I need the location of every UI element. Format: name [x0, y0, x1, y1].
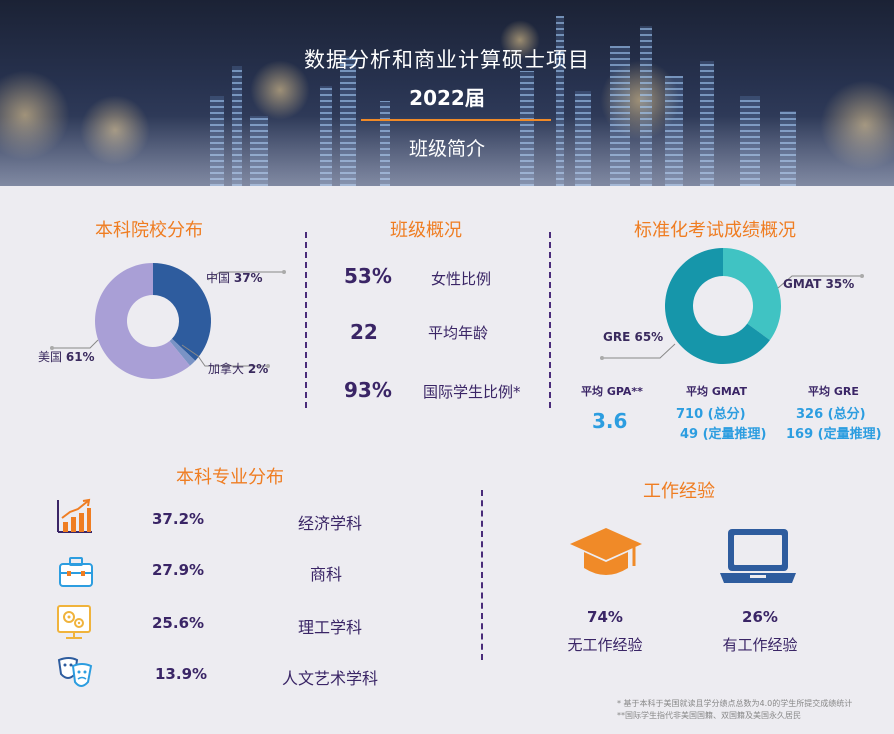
tests-heading: 标准化考试成绩概况 — [634, 220, 796, 241]
divider-2 — [549, 232, 551, 408]
major-econ-name: 经济学科 — [298, 514, 363, 533]
slice-GRE — [665, 248, 770, 364]
work-heading: 工作经验 — [643, 481, 715, 502]
major-humanities-name: 人文艺术学科 — [282, 669, 379, 688]
major-business-pct: 27.9% — [152, 561, 205, 579]
chart-growth-icon — [57, 498, 92, 533]
gmat-caption: 平均 GMAT — [686, 385, 747, 398]
majors-heading: 本科专业分布 — [176, 467, 284, 488]
leader-line-china — [207, 271, 284, 281]
theater-masks-icon — [57, 657, 93, 687]
legend-gmat: GMAT 35% — [783, 277, 855, 291]
no-work-pct: 74% — [587, 608, 623, 626]
gmat-total: 710 (总分) — [676, 407, 746, 422]
leader-line-gmat — [777, 275, 862, 289]
divider-1 — [305, 232, 307, 408]
intl-ratio-value: 93% — [344, 378, 392, 402]
gmat-quant: 49 (定量推理) — [680, 427, 767, 442]
gre-total: 326 (总分) — [796, 407, 866, 422]
legend-canada: 加拿大 2% — [208, 362, 269, 376]
schools-heading: 本科院校分布 — [95, 220, 203, 241]
major-econ-pct: 37.2% — [152, 510, 205, 528]
header-banner: 数据分析和商业计算硕士项目 2022届 班级简介 — [0, 0, 894, 186]
gpa-caption: 平均 GPA** — [581, 385, 643, 398]
major-stem-pct: 25.6% — [152, 614, 205, 632]
divider-3 — [481, 490, 483, 660]
graduation-cap-icon — [570, 528, 642, 575]
slice-加拿大 — [169, 338, 196, 366]
legend-gre: GRE 65% — [603, 330, 664, 344]
gears-monitor-icon — [57, 605, 91, 639]
average-age-value: 22 — [350, 320, 378, 344]
briefcase-icon — [59, 557, 93, 587]
laptop-icon — [720, 529, 796, 583]
page-title: 数据分析和商业计算硕士项目 — [304, 48, 590, 72]
female-ratio-value: 53% — [344, 264, 392, 288]
slice-中国 — [153, 263, 211, 361]
footnote-2: **国际学生指代非美国国籍、双国籍及美国永久居民 — [617, 711, 801, 720]
average-age-label: 平均年龄 — [428, 324, 489, 342]
major-humanities-pct: 13.9% — [155, 665, 208, 683]
female-ratio-label: 女性比例 — [431, 270, 492, 288]
class-year: 2022届 — [409, 86, 485, 110]
tests-donut-chart — [600, 248, 864, 364]
page-subtitle: 班级简介 — [408, 138, 485, 160]
slice-美国 — [94, 263, 190, 379]
leader-line-gre — [602, 343, 676, 359]
schools-donut-chart — [50, 263, 286, 379]
footnote-1: * 基于本科于美国就读且学分绩点总数为4.0的学生所提交成绩统计 — [617, 699, 853, 708]
major-stem-name: 理工学科 — [298, 618, 363, 637]
intl-ratio-label: 国际学生比例* — [423, 383, 521, 401]
slice-GMAT — [723, 248, 781, 341]
legend-usa: 美国 61% — [38, 350, 95, 364]
no-work-label: 无工作经验 — [567, 636, 643, 654]
legend-china: 中国 37% — [206, 271, 263, 285]
leader-line-usa — [52, 339, 99, 349]
major-business-name: 商科 — [310, 565, 343, 584]
gpa-value: 3.6 — [592, 409, 628, 433]
overview-heading: 班级概况 — [390, 220, 462, 241]
gre-caption: 平均 GRE — [808, 385, 859, 398]
title-divider — [361, 119, 551, 121]
gre-quant: 169 (定量推理) — [786, 427, 882, 442]
leader-line-canada — [181, 344, 268, 367]
has-work-pct: 26% — [742, 608, 778, 626]
has-work-label: 有工作经验 — [722, 636, 798, 654]
